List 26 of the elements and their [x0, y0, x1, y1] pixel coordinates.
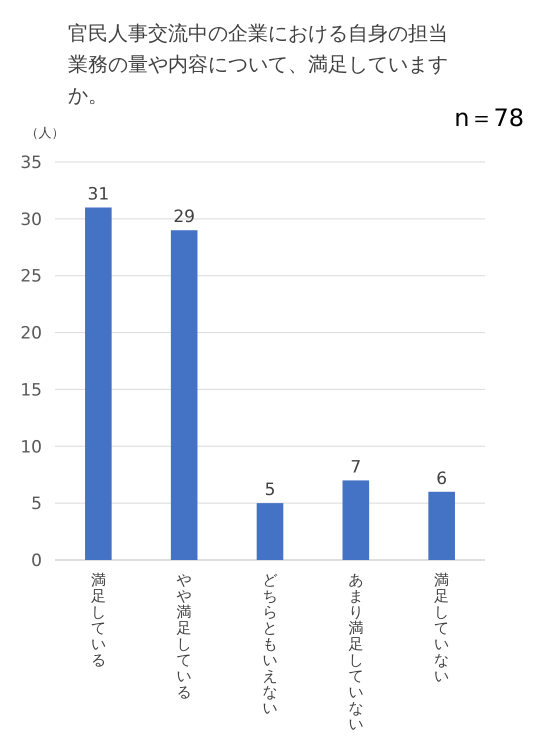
y-tick-label: 20: [20, 324, 42, 344]
data-label: 6: [436, 468, 448, 489]
bar: [85, 207, 112, 560]
y-axis-title: （人）: [26, 126, 64, 141]
y-tick-label: 0: [31, 551, 42, 571]
y-tick-label: 5: [31, 494, 42, 514]
y-tick-label: 10: [20, 437, 42, 458]
data-label: 29: [173, 207, 195, 228]
bar: [428, 492, 455, 560]
data-label: 5: [264, 480, 276, 500]
y-tick-label: 30: [20, 210, 42, 230]
y-tick-label: 35: [20, 153, 42, 173]
bar: [256, 503, 284, 560]
y-tick-label: 25: [20, 266, 42, 287]
text: n＝78: [454, 104, 524, 132]
x-tick-label: やや満足している: [176, 571, 192, 701]
bar: [342, 480, 370, 560]
chart-title: 官民人事交流中の企業における自身の担当業務の量や内容について、満足していますか。: [68, 21, 448, 107]
data-label: 7: [350, 457, 362, 478]
category-label: どちらともいえない: [262, 571, 278, 717]
data-label: 31: [88, 184, 110, 204]
x-tick-label: 満足していない: [434, 571, 450, 685]
y-tick-label: 15: [20, 380, 42, 400]
category-label: あまり満足していない: [348, 571, 364, 733]
bar: [170, 230, 198, 560]
x-tick-label: 満足している: [90, 571, 106, 669]
